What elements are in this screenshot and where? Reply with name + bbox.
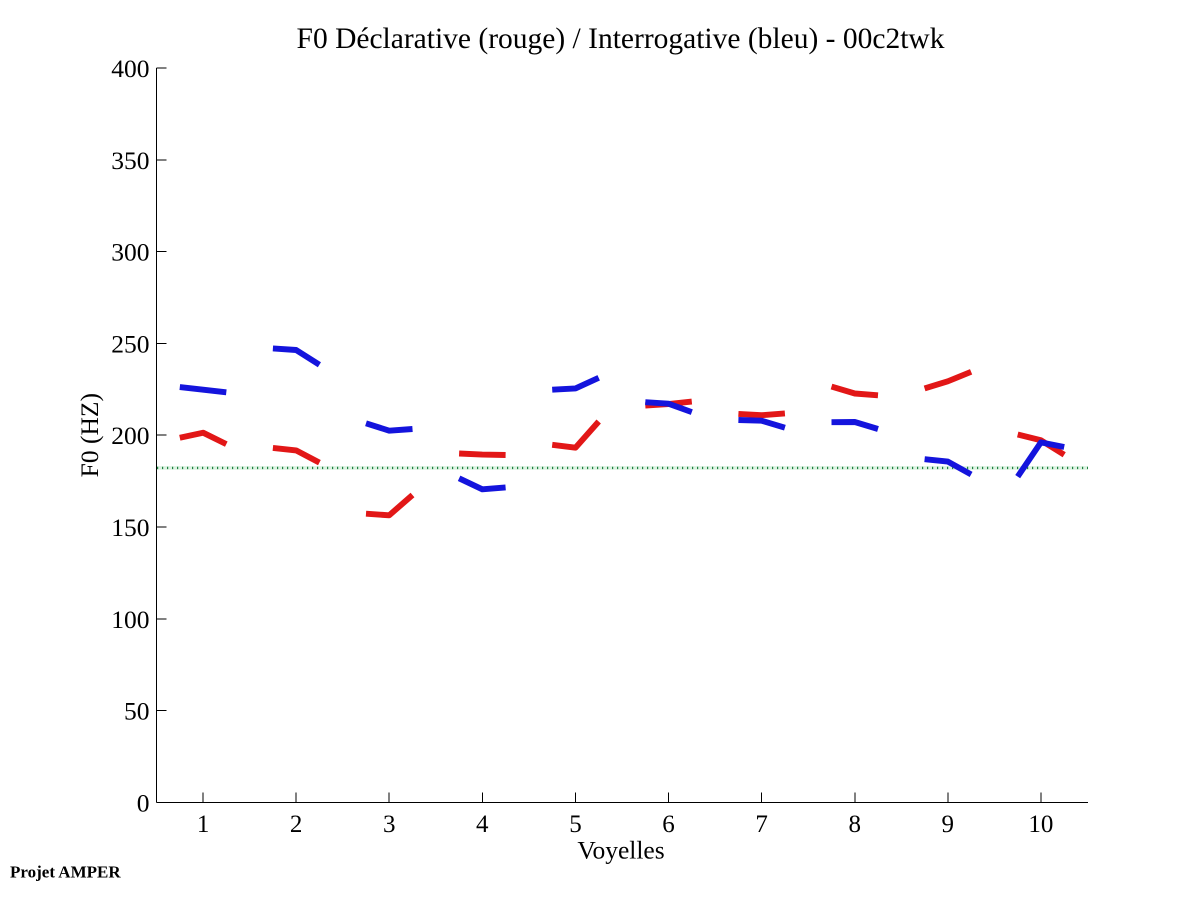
svg-text:400: 400 bbox=[111, 54, 149, 83]
svg-text:50: 50 bbox=[124, 697, 150, 726]
svg-text:F0 (HZ): F0 (HZ) bbox=[75, 393, 104, 477]
svg-text:4: 4 bbox=[476, 811, 489, 838]
svg-text:2: 2 bbox=[290, 811, 303, 838]
svg-text:0: 0 bbox=[137, 789, 150, 818]
svg-text:Projet AMPER: Projet AMPER bbox=[10, 863, 121, 882]
svg-text:Voyelles: Voyelles bbox=[577, 836, 664, 865]
svg-text:5: 5 bbox=[569, 811, 582, 838]
svg-text:10: 10 bbox=[1028, 811, 1053, 838]
svg-text:250: 250 bbox=[111, 329, 149, 358]
svg-text:100: 100 bbox=[111, 605, 149, 634]
svg-text:200: 200 bbox=[111, 421, 149, 450]
svg-text:6: 6 bbox=[662, 811, 675, 838]
svg-text:300: 300 bbox=[111, 238, 149, 267]
svg-text:9: 9 bbox=[942, 811, 955, 838]
svg-text:7: 7 bbox=[755, 811, 768, 838]
svg-text:F0 Déclarative (rouge) / Inter: F0 Déclarative (rouge) / Interrogative (… bbox=[297, 23, 945, 55]
svg-text:8: 8 bbox=[849, 811, 862, 838]
svg-text:350: 350 bbox=[111, 146, 149, 175]
svg-text:1: 1 bbox=[197, 811, 210, 838]
svg-text:150: 150 bbox=[111, 513, 149, 542]
svg-text:3: 3 bbox=[383, 811, 396, 838]
